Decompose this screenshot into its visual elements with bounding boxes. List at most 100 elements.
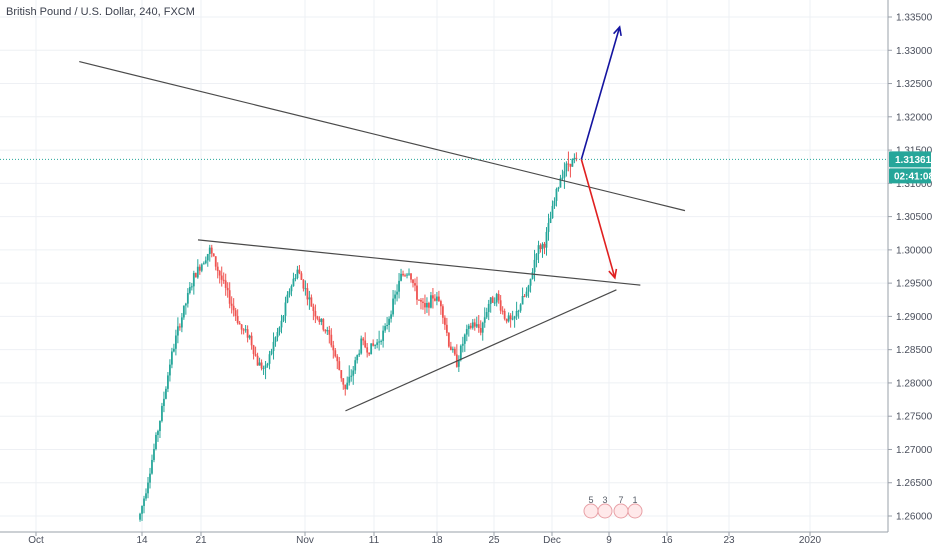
candle-88 (314, 304, 317, 324)
price-axis[interactable] (888, 0, 932, 550)
candle-61 (260, 359, 263, 371)
candle-9 (157, 429, 159, 442)
candle-43 (224, 273, 227, 296)
event-flag-3[interactable]: 1 (627, 495, 643, 519)
candle-184 (505, 318, 508, 324)
candle-53 (244, 324, 247, 333)
candle-113 (364, 332, 367, 349)
candle-77 (292, 272, 295, 287)
candle-146 (430, 291, 432, 309)
candle-107 (352, 365, 355, 385)
y-tick-4: 1.31500 (896, 146, 932, 157)
candle-34 (206, 253, 209, 267)
candle-176 (489, 297, 492, 313)
candle-177 (491, 295, 494, 303)
candle-124 (386, 316, 388, 330)
y-tick-3: 1.32000 (896, 112, 932, 123)
candle-52 (242, 328, 245, 335)
x-tick-3: Nov (296, 535, 314, 546)
candle-139 (416, 276, 418, 305)
arrows[interactable] (580, 25, 622, 280)
candle-74 (286, 291, 289, 304)
candle-117 (372, 339, 375, 347)
candle-169 (475, 316, 478, 329)
candle-188 (513, 315, 516, 328)
candle-13 (165, 386, 167, 400)
candle-25 (188, 281, 191, 295)
countdown-badge: 02:41:08 (889, 168, 932, 184)
x-tick-8: 9 (606, 535, 612, 546)
candle-39 (216, 262, 219, 279)
candle-210 (557, 186, 560, 192)
candle-26 (190, 282, 193, 291)
candle-21 (180, 313, 183, 333)
candle-95 (328, 325, 331, 344)
time-axis-ticks: Oct 14 21 Nov 11 18 25 Dec 9 16 23 2020 (28, 532, 822, 546)
candle-136 (410, 273, 412, 283)
candle-56 (250, 332, 253, 350)
event-flag-0[interactable]: 5 (583, 495, 599, 519)
candle-111 (360, 335, 363, 355)
price-badges: 1.31361 02:41:08 (889, 151, 932, 184)
candle-150 (438, 290, 440, 302)
y-tick-2: 1.32500 (896, 79, 932, 90)
candle-140 (418, 299, 420, 301)
candles (139, 151, 578, 522)
candle-78 (294, 273, 297, 282)
candle-115 (368, 352, 371, 357)
event-label-2: 7 (618, 495, 623, 505)
candle-76 (290, 284, 293, 297)
x-tick-0: Oct (28, 535, 44, 546)
candle-154 (445, 317, 448, 337)
candle-7 (153, 443, 155, 463)
event-flag-2[interactable]: 7 (613, 495, 629, 519)
candle-183 (503, 308, 506, 321)
candle-16 (171, 347, 173, 369)
candle-165 (467, 323, 470, 337)
candle-20 (178, 323, 181, 331)
y-tick-13: 1.27000 (896, 445, 932, 456)
candle-11 (161, 402, 163, 423)
candle-121 (380, 339, 383, 345)
candle-155 (447, 332, 450, 348)
bullish-arrow[interactable] (580, 25, 622, 160)
x-tick-6: 25 (488, 535, 500, 546)
candle-206 (549, 211, 552, 224)
chart-title: British Pound / U.S. Dollar, 240, FXCM (6, 6, 195, 18)
x-tick-7: Dec (543, 535, 561, 546)
upper-resistance-line[interactable] (79, 60, 686, 212)
y-tick-11: 1.28000 (896, 378, 932, 389)
candle-195 (527, 284, 530, 298)
candle-15 (169, 359, 171, 382)
time-axis[interactable] (0, 532, 932, 550)
trendlines[interactable] (79, 60, 686, 412)
candle-185 (507, 312, 510, 323)
candle-163 (463, 333, 466, 352)
candle-14 (167, 372, 169, 393)
candle-135 (408, 268, 410, 276)
candle-47 (232, 298, 235, 317)
x-tick-11: 2020 (799, 535, 822, 546)
candle-170 (477, 314, 480, 333)
event-flag-1[interactable]: 3 (597, 495, 613, 519)
candle-63 (264, 360, 267, 380)
x-tick-5: 18 (431, 535, 443, 546)
bearish-arrow[interactable] (580, 159, 618, 280)
current-price-value: 1.31361 (895, 155, 932, 166)
candle-133 (404, 273, 406, 277)
candle-125 (388, 316, 390, 333)
candle-196 (529, 278, 532, 293)
candle-203 (543, 241, 546, 255)
candle-194 (525, 287, 528, 298)
event-label-0: 5 (588, 495, 593, 505)
lower-triangle-line[interactable] (345, 289, 617, 412)
candle-54 (246, 325, 249, 343)
upper-triangle-line[interactable] (197, 239, 641, 286)
candle-44 (226, 282, 229, 298)
candle-182 (501, 306, 504, 315)
x-tick-10: 23 (723, 535, 735, 546)
candle-73 (284, 296, 287, 323)
candle-3 (145, 488, 147, 501)
